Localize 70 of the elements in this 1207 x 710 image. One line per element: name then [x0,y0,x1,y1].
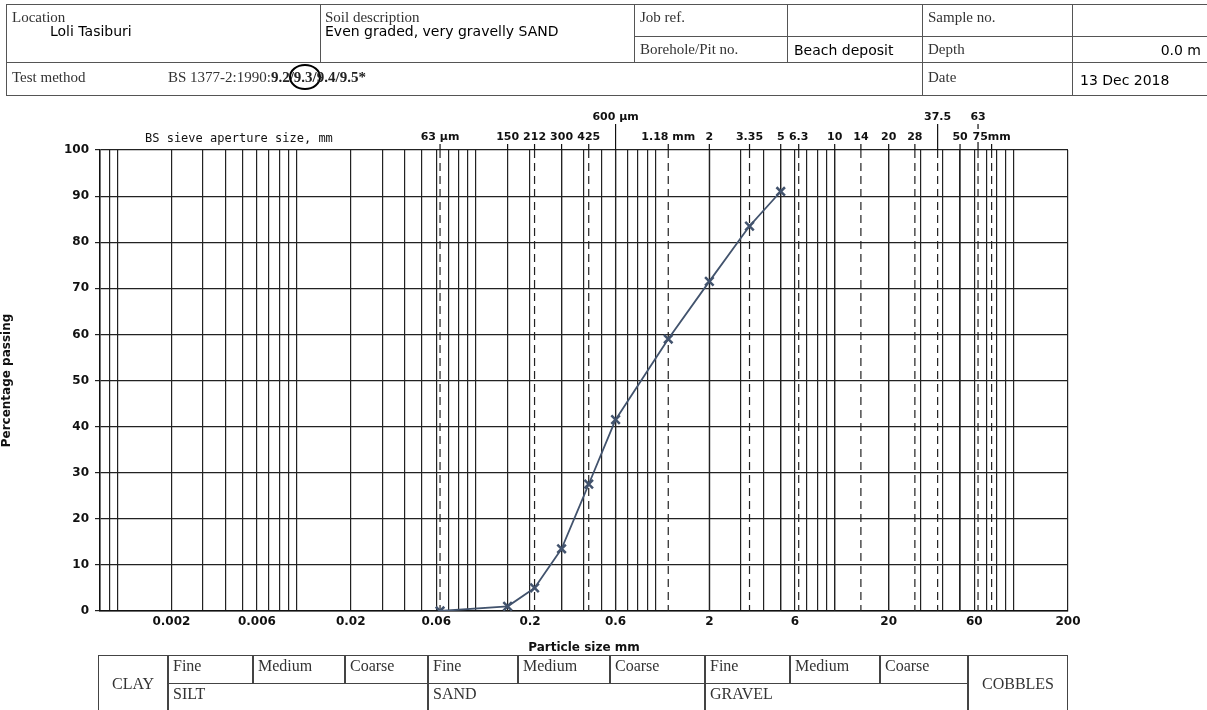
y-tick-label: 0 [80,603,89,618]
text: Location [12,8,66,25]
ref-line-label: 63 [970,110,986,123]
text: GRAVEL [705,683,968,710]
x-tick-label: 0.6 [604,614,627,629]
text: Medium [518,655,610,684]
text: Depth [928,40,965,58]
y-tick-label: 90 [72,188,89,203]
y-tick-label: 50 [72,372,89,387]
y-axis-title: Percentage passing [0,313,14,448]
text: SAND [428,683,705,710]
text: Medium [790,655,880,684]
ref-line-label: 3.35 [735,130,764,143]
x-tick-label: 6 [790,614,800,629]
text: Borehole/Pit no. [640,40,739,58]
ref-line-label: 50 [952,130,969,143]
text: Date [928,68,957,86]
ref-line-label: 20 [881,130,897,143]
x-axis-title: Particle size mm [528,639,640,654]
y-tick-label: 100 [63,142,89,157]
ref-line-label: 14 [853,130,869,143]
text: Medium [253,655,345,684]
ref-line-label: 37.5 [924,110,952,123]
text: CLAY [98,655,168,710]
text: Coarse [880,655,968,684]
text: Coarse [610,655,705,684]
ref-line-label: 300 [550,130,574,143]
text: Test method [12,68,86,86]
text: Soil description [325,8,420,25]
text: Coarse [345,655,428,684]
x-tick-label: 0.006 [237,614,276,629]
text: Sample no. [928,8,996,26]
text: Fine [428,655,518,684]
text: SILT [168,683,428,710]
ref-line-label: 600 µm [592,110,639,123]
x-tick-label: 0.002 [152,614,191,629]
ref-line-label: 1.18 mm [641,130,696,143]
x-tick-label: 200 [1055,614,1081,629]
ref-line-label: 63 µm [420,130,460,143]
y-tick-label: 10 [72,557,89,572]
ref-line-label: 150 [496,130,520,143]
text: 13 Dec 2018 [1080,71,1170,89]
x-tick-label: 60 [965,614,983,629]
text: Fine [705,655,790,684]
x-tick-label: 0.2 [519,614,541,629]
text: BS sieve aperture size, mm [145,131,333,145]
ref-line-label: 10 [827,130,843,143]
text: Fine [168,655,253,684]
x-tick-label: 2 [705,614,714,629]
y-tick-label: 20 [72,510,89,525]
y-tick-label: 70 [72,280,89,295]
text: Beach deposit [794,41,894,59]
text: Loli Tasiburi [50,22,132,40]
ref-line-label: 28 [907,130,923,143]
text: COBBLES [968,655,1068,710]
y-tick-label: 80 [72,234,89,249]
ref-line-label: 425 [577,130,601,143]
ref-line-label: 6.3 [788,130,809,143]
x-tick-label: 0.06 [421,614,452,629]
y-tick-label: 40 [72,418,89,433]
y-tick-label: 30 [72,464,89,479]
ref-line-label: 75mm [972,130,1011,143]
ref-line-label: 2 [705,130,714,143]
text: Job ref. [640,8,685,26]
ref-line-label: 5 [776,130,785,143]
x-tick-label: 0.02 [335,614,366,629]
x-tick-label: 20 [880,614,898,629]
text: 0.0 m [1160,41,1201,59]
y-tick-label: 60 [72,326,89,341]
ref-line-label: 212 [523,130,547,143]
